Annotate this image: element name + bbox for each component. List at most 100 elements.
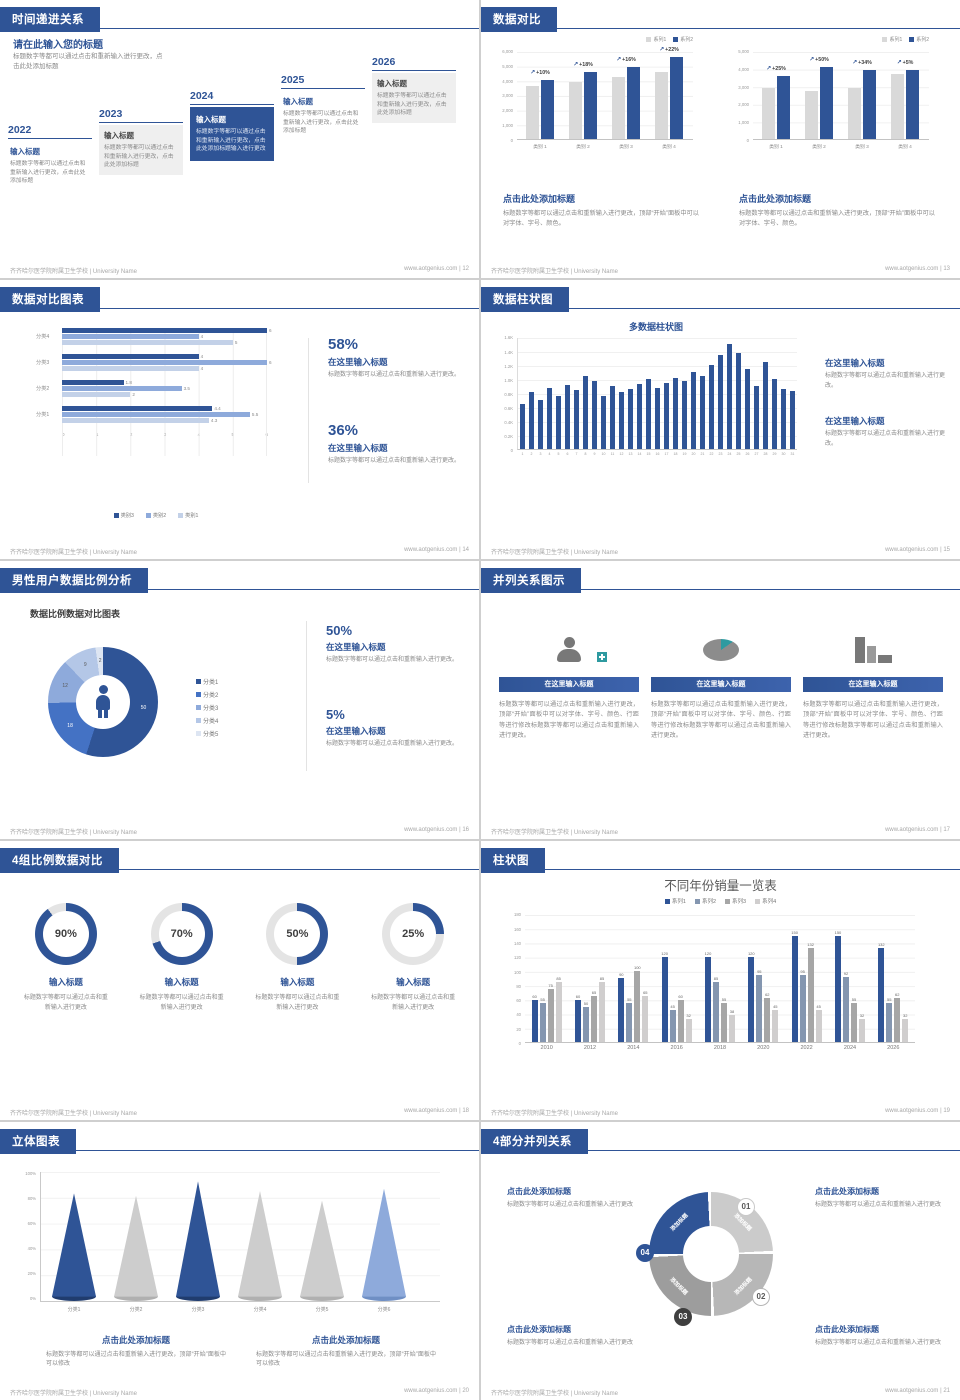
slide-14-hbar-chart[interactable]: 数据对比图表 分类4 6 4 5 分类3 4 6 4 分类2 1.8 3.5 2 分类1 4.4 5.5 4.… <box>0 280 479 559</box>
growth-label: ↗+18% <box>573 61 593 68</box>
bar-group: ↗+22% 类别 4 <box>652 47 686 150</box>
footer-page: www.aotgenius.com | 15 <box>885 546 950 553</box>
timeline-step-desc: 标题数字等都可以通过点击和重新输入进行更改，点击此处添加标题 <box>283 111 359 135</box>
x-tick-label: 类别 4 <box>662 145 676 150</box>
bar <box>677 999 684 1043</box>
bar-value-label: 60 <box>678 993 683 999</box>
cone-body <box>300 1200 344 1297</box>
hbar-group-label: 分类1 <box>36 412 50 419</box>
bar <box>646 378 651 450</box>
legend-item: 分类3 <box>196 703 218 712</box>
slide-19-grouped-column[interactable]: 柱状图 不同年份销量一览表 系列1 系列2 系列3 系列4 180 160 140 120 1… <box>481 841 960 1120</box>
legend-swatch <box>196 730 201 736</box>
y-axis: 100% 80% 60% 40% 20% 0% <box>14 1171 36 1301</box>
slide-12-time-progression[interactable]: 时间递进关系 请在此输入您的标题 标题数字等都可以通过点击和重新输入进行更改，点… <box>0 0 479 279</box>
stat-block: 在这里输入标题 标题数字等都可以通过点击和重新输入进行更改。 <box>825 412 947 449</box>
timeline-year: 2023 <box>99 108 123 120</box>
y-tick-label: 1.4K <box>504 349 513 355</box>
growth-arrow-icon: ↗ <box>616 57 622 64</box>
cone-chart: 分类1 分类2 分类3 分类4 分类5 分类6 <box>52 1174 406 1313</box>
medical-person-icon <box>557 637 607 663</box>
bar-group: 60 50 65 85 2012 <box>568 915 611 1051</box>
legend-swatch <box>196 717 201 723</box>
slide-16-male-user-ratio[interactable]: 男性用户数据比例分析 数据比例数据对比图表 50 18 12 9 2 分类1 分类2 分类3… <box>0 560 479 840</box>
hbar <box>62 412 250 418</box>
bar <box>691 372 696 450</box>
chart-title: 数据比例数据对比图表 <box>30 608 121 619</box>
footer-school: 齐齐哈尔医学院附属卫生学校 | University Name <box>10 549 137 556</box>
bar-group: 150 92 55 32 2024 <box>828 915 871 1051</box>
y-tick-label: 0 <box>518 1041 521 1047</box>
ratio-ring-item: 90% 输入标题 标题数字等都可以通过点击和重新输入进行更改 <box>15 903 117 1013</box>
bar-value-label: 45 <box>816 1004 821 1010</box>
y-tick-label: 2,000 <box>738 102 749 108</box>
bar <box>790 391 795 450</box>
timeline-rule <box>190 104 274 105</box>
cone-body <box>238 1191 282 1297</box>
segment-label: 添加标题 <box>669 1212 690 1233</box>
hbar-value: 4 <box>200 354 204 360</box>
bar <box>538 400 543 450</box>
bar-value-label: 60 <box>575 993 581 999</box>
hbar <box>62 328 267 334</box>
bar-value-label: 32 <box>686 1013 691 1019</box>
caption-text: 标题数字等都可以通过点击和重新输入进行更改，顶部“开始”面板中可以修改 <box>256 1351 436 1368</box>
bar-column: 5 <box>554 396 563 456</box>
bar <box>728 1015 735 1043</box>
growth-label: ↗+22% <box>659 46 679 53</box>
footer-school: 齐齐哈尔医学院附属卫生学校 | University Name <box>491 549 618 556</box>
x-tick-label: 2012 <box>583 1045 597 1052</box>
bar-value-label: 65 <box>591 989 597 995</box>
slide-20-3d-chart[interactable]: 立体图表 100% 80% 60% 40% 20% 0% 分类1 分类2 分类3 分类4 分类5 分… <box>0 1121 479 1400</box>
bar-group: 150 95 132 45 2022 <box>785 915 828 1051</box>
bar <box>619 392 624 450</box>
stat-title: 在这里输入标题 <box>825 358 885 369</box>
x-tick-label: 27 <box>754 452 759 457</box>
chart-title: 不同年份销量一览表 <box>664 879 777 894</box>
hbar-value: 5 <box>234 340 238 346</box>
y-tick-label: 1,000 <box>502 123 513 129</box>
stat-percent: 58% <box>328 336 359 354</box>
y-tick-label: 0 <box>510 137 513 143</box>
y-tick-label: 60% <box>27 1220 36 1226</box>
cone-body <box>176 1181 220 1297</box>
parallel-item: 在这里输入标题 标题数字等都可以通过点击和重新输入进行更改，顶部“开始”面板中可… <box>499 627 639 742</box>
slide-15-multi-column-chart[interactable]: 数据柱状图 多数据柱状图 1.6K 1.4K 1.2K 1.0K 0.8K 0.6K 0.4… <box>481 280 960 559</box>
x-tick-label: 类别 3 <box>855 145 869 150</box>
slide-footer: 齐齐哈尔医学院附属卫生学校 | University Name www.aotg… <box>491 266 950 275</box>
bar-column: 12 <box>617 392 626 456</box>
slide-21-four-part-cycle[interactable]: 4部分并列关系 添加标题 添加标题 添加标题 添加标题 01 02 03 04 … <box>481 1121 960 1400</box>
slide-17-parallel-relation[interactable]: 并列关系图示 在这里输入标题 标题数字等都可以通过点击和重新输入进行更改，顶部“… <box>481 560 960 840</box>
caption-title: 点击此处添加标题 <box>311 1334 380 1345</box>
caption-block: 点击此处添加标题 标题数字等都可以通过点击和重新输入进行更改，顶部“开始”面板中… <box>503 192 699 229</box>
bar <box>781 388 786 450</box>
legend-label: 分类1 <box>203 679 219 686</box>
legend-swatch <box>882 37 888 42</box>
ring-desc: 标题数字等都可以通过点击和重新输入进行更改 <box>139 995 224 1012</box>
y-tick-label: 3,000 <box>502 93 513 99</box>
slide-13-data-comparison[interactable]: 数据对比 系列1 系列2 6,000 5,000 4,000 3,000 2,000 1,0… <box>481 0 960 279</box>
series2-bar <box>541 80 554 139</box>
slide-18-four-ratio[interactable]: 4组比例数据对比 90% 输入标题 标题数字等都可以通过点击和重新输入进行更改 70%… <box>0 841 479 1120</box>
bar <box>634 971 641 1043</box>
bar <box>520 403 525 450</box>
x-tick-label: 2 <box>530 452 533 457</box>
footer-school: 齐齐哈尔医学院附属卫生学校 | University Name <box>10 1390 137 1397</box>
timeline-step: 2023 输入标题 标题数字等都可以通过点击和重新输入进行更改，点击此处添加标题 <box>99 108 183 176</box>
cone: 分类4 <box>238 1191 282 1313</box>
footer-page: www.aotgenius.com | 18 <box>404 1107 469 1114</box>
bar-value-label: 85 <box>556 975 561 981</box>
bar-value-label: 120 <box>747 950 755 956</box>
ring-title: 输入标题 <box>396 977 431 988</box>
stat-desc: 标题数字等都可以通过点击和重新输入进行更改。 <box>825 431 946 447</box>
y-tick-label: 0.2K <box>504 434 513 440</box>
hbar <box>62 354 199 360</box>
bar-column: 25 <box>734 352 743 456</box>
y-tick-label: 1.2K <box>504 363 513 369</box>
bar-column: 7 <box>572 389 581 456</box>
footer-school: 齐齐哈尔医学院附属卫生学校 | University Name <box>491 269 618 276</box>
footer-page: www.aotgenius.com | 19 <box>885 1107 950 1114</box>
legend-item: 分类4 <box>196 716 218 725</box>
timeline-rule <box>372 70 456 71</box>
bar <box>583 375 588 450</box>
